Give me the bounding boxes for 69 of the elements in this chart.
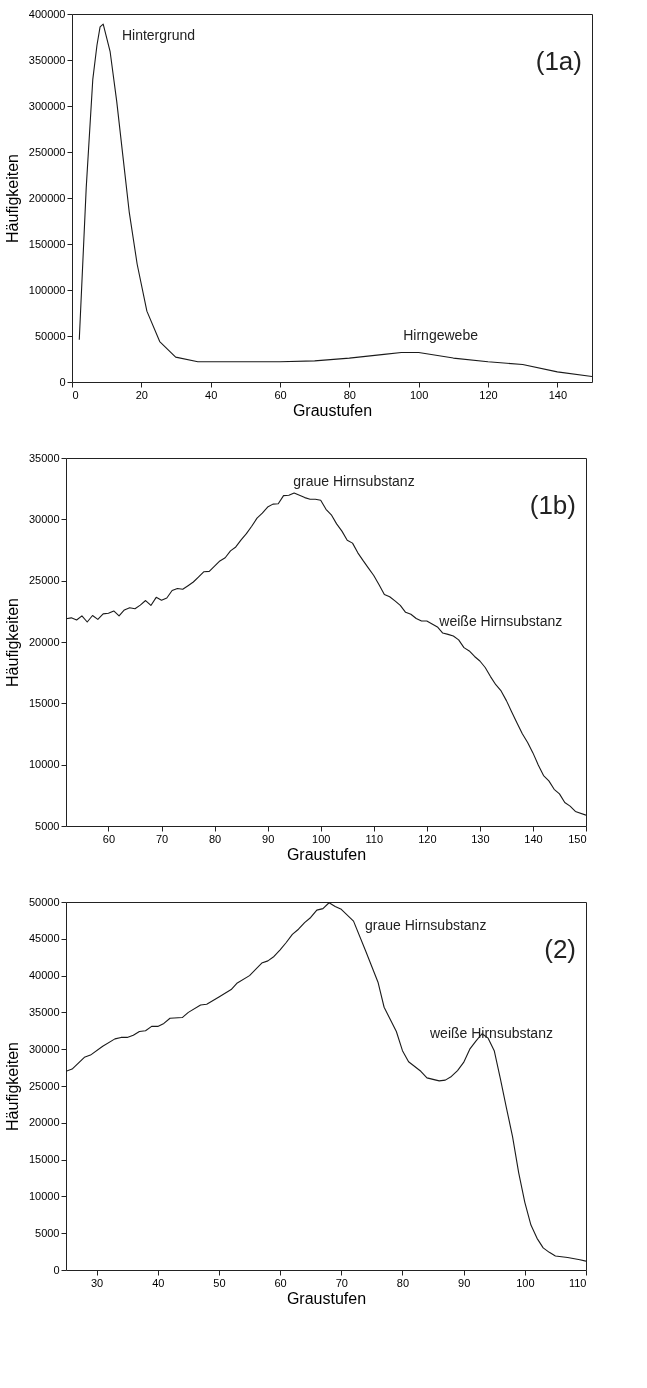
annotation: graue Hirnsubstanz xyxy=(293,472,415,489)
y-tick-label: 0 xyxy=(53,1263,60,1276)
x-tick-label: 110 xyxy=(365,832,384,845)
x-axis-title: Graustufen xyxy=(286,845,367,863)
y-tick-label: 350000 xyxy=(28,53,66,66)
y-tick-label: 45000 xyxy=(28,932,60,945)
y-tick-label: 200000 xyxy=(28,191,66,204)
text: (2) xyxy=(544,934,576,964)
x-tick-label: 40 xyxy=(152,1276,165,1289)
y-tick-label: 20000 xyxy=(28,635,60,648)
x-tick-label: 100 xyxy=(409,388,429,401)
y-tick-label: 5000 xyxy=(35,1226,60,1239)
y-tick-label: 150000 xyxy=(28,237,66,250)
x-tick-label: 30 xyxy=(90,1276,104,1289)
x-tick-label: 90 xyxy=(458,1276,471,1289)
annotation: graue Hirnsubstanz xyxy=(365,916,487,933)
x-tick-label: 0 xyxy=(72,388,79,401)
x-tick-label: 60 xyxy=(274,1276,287,1289)
y-tick-label: 5000 xyxy=(35,819,60,832)
y-tick-label: 40000 xyxy=(28,969,60,982)
y-tick-label: 300000 xyxy=(28,99,66,112)
x-axis-title: Graustufen xyxy=(286,1289,367,1307)
x-tick-label: 120 xyxy=(479,388,498,401)
y-tick-label: 15000 xyxy=(28,696,60,709)
x-tick-label: 90 xyxy=(262,832,275,845)
x-tick-label: 130 xyxy=(471,832,490,845)
x-tick-label: 80 xyxy=(208,832,222,845)
x-tick-label: 20 xyxy=(135,388,148,401)
annotation: weiße Hirnsubstanz xyxy=(438,612,563,629)
y-tick-label: 30000 xyxy=(28,1042,60,1055)
x-tick-label: 100 xyxy=(312,832,331,845)
y-axis-title: Häufigkeiten xyxy=(3,598,21,687)
y-tick-label: 35000 xyxy=(28,451,60,464)
x-tick-label: 60 xyxy=(102,832,116,845)
y-tick-label: 25000 xyxy=(28,574,60,587)
y-tick-label: 15000 xyxy=(28,1153,60,1166)
y-tick-label: 25000 xyxy=(28,1079,60,1092)
y-tick-label: 10000 xyxy=(28,1189,60,1202)
annotation: Hirngewebe xyxy=(403,327,479,343)
y-tick-label: 20000 xyxy=(28,1116,60,1129)
x-tick-label: 150 xyxy=(568,832,587,845)
y-tick-label: 30000 xyxy=(28,512,60,525)
y-tick-label: 50000 xyxy=(34,329,66,342)
x-tick-label: 140 xyxy=(548,388,568,401)
x-tick-label: 140 xyxy=(524,832,543,845)
x-tick-label: 60 xyxy=(274,388,287,401)
y-tick-label: 50000 xyxy=(28,895,60,908)
x-tick-label: 100 xyxy=(516,1276,535,1289)
x-tick-label: 70 xyxy=(335,1276,348,1289)
y-tick-label: 400000 xyxy=(28,7,66,20)
x-tick-label: 80 xyxy=(343,388,356,401)
annotation: Hintergrund xyxy=(121,27,196,44)
text: (1a) xyxy=(535,46,582,76)
y-tick-label: 250000 xyxy=(28,145,66,158)
text: (1b) xyxy=(529,490,576,520)
y-tick-label: 35000 xyxy=(28,1005,60,1018)
annotation: weiße Hirnsubstanz xyxy=(429,1025,553,1042)
y-axis-title: Häufigkeiten xyxy=(3,1042,21,1131)
x-tick-label: 80 xyxy=(396,1276,410,1289)
x-tick-label: 50 xyxy=(213,1276,226,1289)
y-tick-label: 100000 xyxy=(28,283,66,296)
y-tick-label: 0 xyxy=(59,375,66,388)
x-tick-label: 70 xyxy=(155,832,169,845)
x-axis-title: Graustufen xyxy=(292,401,373,419)
x-tick-label: 40 xyxy=(205,388,218,401)
y-tick-label: 10000 xyxy=(28,758,60,771)
x-tick-label: 110 xyxy=(568,1276,587,1289)
x-tick-label: 120 xyxy=(418,832,437,845)
y-axis-title: Häufigkeiten xyxy=(3,154,21,243)
